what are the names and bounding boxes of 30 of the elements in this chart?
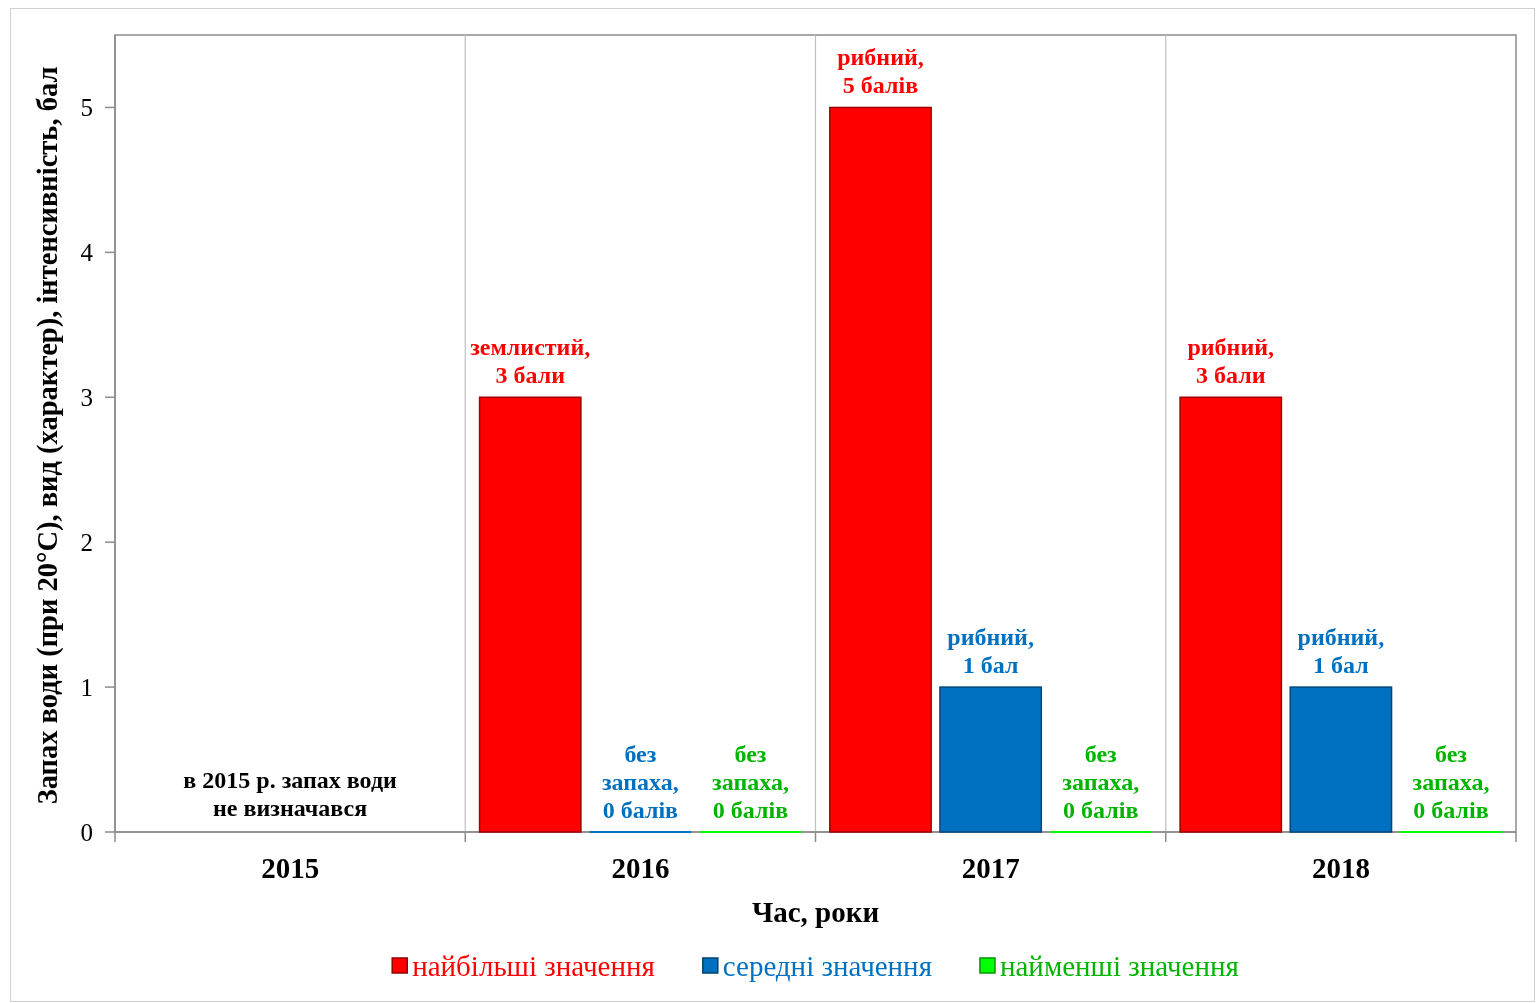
y-tick-label: 1: [80, 673, 93, 701]
y-tick-label: 3: [80, 384, 93, 412]
data-label: без запаха, 0 балів: [601, 741, 679, 823]
bar: [829, 106, 932, 833]
x-tick-label: 2016: [611, 852, 670, 884]
bar: [1179, 396, 1283, 833]
data-label: рибний, 1 бал: [1297, 624, 1385, 679]
y-tick-label: 4: [80, 239, 94, 267]
bar: [1289, 686, 1393, 833]
data-label: рибний, 5 балів: [837, 44, 924, 99]
x-tick-label: 2017: [961, 852, 1020, 884]
y-tick-label: 5: [80, 94, 93, 122]
legend-label: найменші значення: [999, 950, 1239, 982]
annotation: в 2015 р. запах води не визначався: [183, 767, 398, 821]
legend-label: середні значення: [722, 950, 932, 982]
x-axis-title: Час, роки: [751, 896, 880, 928]
data-label: без запаха, 0 балів: [1062, 741, 1140, 823]
data-label: землистий, 3 бали: [470, 334, 591, 389]
data-label: рибний, 1 бал: [947, 624, 1034, 679]
x-tick-label: 2018: [1311, 852, 1370, 884]
legend-label: найбільші значення: [412, 950, 655, 982]
y-axis-title: Запах води (при 20°С), вид (характер), інтенсивність, бал: [32, 66, 64, 805]
y-tick-label: 0: [80, 818, 93, 846]
data-label: рибний, 3 бали: [1187, 334, 1275, 389]
data-label: без запаха, 0 балів: [712, 741, 789, 823]
y-tick-label: 2: [80, 528, 93, 556]
x-tick-label: 2015: [261, 852, 320, 884]
data-label: без запаха, 0 балів: [1412, 741, 1490, 823]
bar: [939, 686, 1043, 833]
bar: [478, 396, 582, 833]
